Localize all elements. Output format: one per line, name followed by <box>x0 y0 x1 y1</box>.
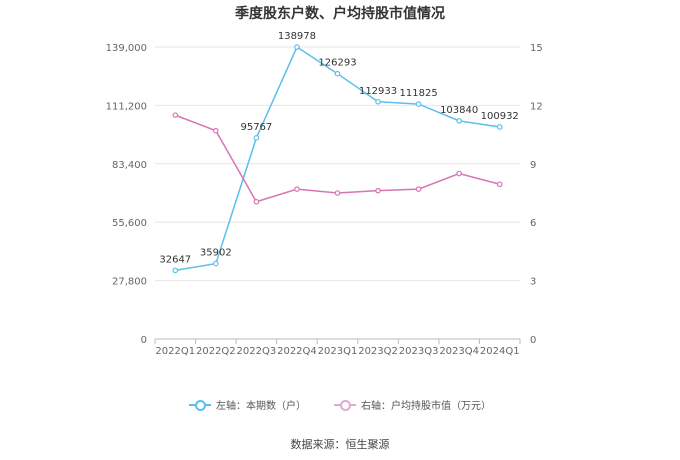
legend-label-right: 右轴：户均持股市值（万元） <box>361 401 491 412</box>
chart-legend: 左轴：本期数（户） 右轴：户均持股市值（万元） <box>0 397 680 412</box>
data-point <box>456 170 462 177</box>
data-point <box>375 98 381 105</box>
legend-swatch-right-icon <box>334 399 356 411</box>
chart-title: 季度股东户数、户均持股市值情况 <box>235 6 445 22</box>
y-left-tick-label: 55,600 <box>112 218 147 229</box>
data-label: 126293 <box>318 58 356 69</box>
y-right-tick-label: 0 <box>530 335 536 346</box>
data-point <box>415 101 422 107</box>
legend-swatch-left-icon <box>189 399 211 411</box>
data-label: 35902 <box>200 248 232 259</box>
data-point <box>213 127 219 134</box>
data-label: 100932 <box>481 111 519 122</box>
data-point <box>172 112 179 118</box>
y-right-tick-label: 15 <box>530 43 543 54</box>
data-point <box>334 70 341 77</box>
x-tick-label: 2022Q2 <box>196 346 236 357</box>
data-label: 138978 <box>278 31 316 42</box>
y-right-tick-label: 12 <box>530 101 543 112</box>
data-source-note: 数据来源：恒生聚源 <box>290 438 390 451</box>
data-point <box>294 186 300 192</box>
data-point <box>294 44 300 50</box>
data-point <box>456 118 462 124</box>
data-label: 112933 <box>359 86 397 97</box>
series-line-right <box>175 114 500 203</box>
data-point <box>213 260 219 267</box>
y-left-tick-label: 139,000 <box>106 43 147 54</box>
legend-item-left-series[interactable]: 左轴：本期数（户） <box>189 397 306 412</box>
x-tick-label: 2022Q1 <box>155 346 195 357</box>
data-label: 95767 <box>240 122 272 133</box>
y-right-tick-label: 6 <box>530 218 536 229</box>
y-left-tick-label: 27,800 <box>112 277 147 288</box>
data-label: 32647 <box>159 254 191 265</box>
x-tick-label: 2023Q2 <box>358 346 398 357</box>
data-point <box>172 267 179 274</box>
data-point <box>334 190 341 196</box>
data-point <box>253 198 260 205</box>
legend-label-left: 左轴：本期数（户） <box>216 401 306 412</box>
y-right-tick-label: 3 <box>530 277 536 288</box>
y-left-tick-label: 111,200 <box>106 101 147 112</box>
data-point <box>496 124 503 130</box>
series-line-left <box>175 45 500 272</box>
data-point <box>415 186 422 192</box>
x-tick-label: 2023Q3 <box>399 346 439 357</box>
y-left-tick-label: 0 <box>141 335 147 346</box>
x-tick-label: 2023Q1 <box>318 346 358 357</box>
x-tick-label: 2022Q3 <box>237 346 277 357</box>
legend-item-right-series[interactable]: 右轴：户均持股市值（万元） <box>334 397 491 412</box>
data-label: 103840 <box>440 105 478 116</box>
data-point <box>375 187 381 194</box>
data-point <box>496 181 503 188</box>
y-left-tick-label: 83,400 <box>112 160 147 171</box>
data-label: 111825 <box>400 88 438 99</box>
x-tick-label: 2023Q4 <box>439 346 479 357</box>
x-tick-label: 2024Q1 <box>480 346 520 357</box>
y-right-tick-label: 9 <box>530 160 536 171</box>
x-tick-label: 2022Q4 <box>277 346 317 357</box>
data-point <box>253 135 260 141</box>
